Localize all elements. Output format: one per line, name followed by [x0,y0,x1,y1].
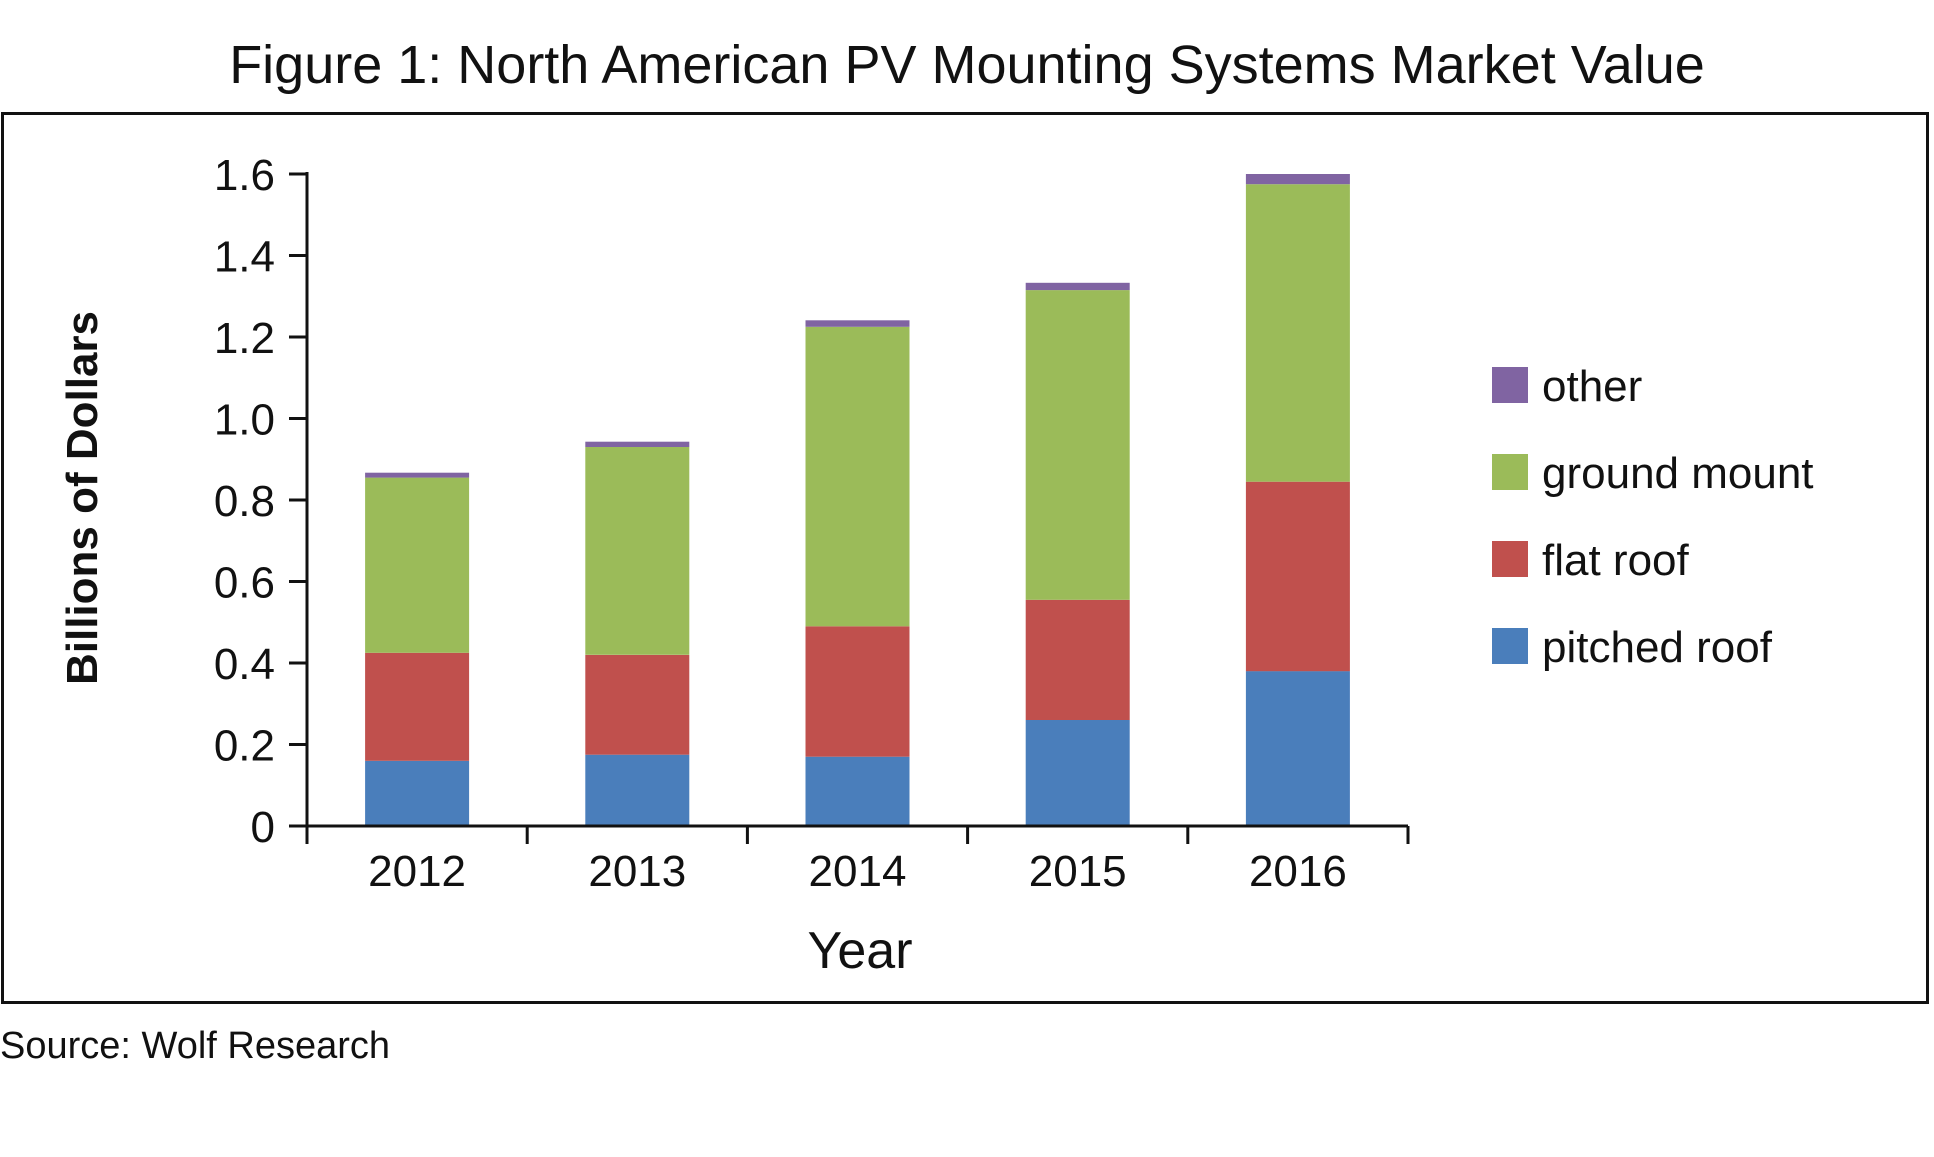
bar-ground-mount-2015 [1025,290,1130,600]
bar-pitched-roof-2015 [1025,720,1130,826]
bar-ground-mount-2014 [805,326,910,627]
bar-pitched-roof-2016 [1245,671,1350,826]
chart-title: Figure 1: North American PV Mounting Sys… [229,35,1705,95]
y-tick-label: 0.4 [214,640,275,689]
bar-pitched-roof-2013 [585,754,690,826]
x-tick-label: 2015 [1029,847,1127,896]
bar-pitched-roof-2014 [805,756,910,826]
axes-group: 2012 2013 2014 2015 2016 0 0.2 0.4 0.6 0.8 1.0 1.2 1… [214,151,1410,896]
bar-flat-roof-2015 [1025,599,1130,720]
source-note: Source: Wolf Research [0,1025,391,1067]
legend-label-flat-roof: flat roof [1542,536,1690,585]
bar-other-2012 [365,472,470,478]
y-tick-label: 1.6 [214,151,275,200]
bar-other-2015 [1025,282,1130,291]
bar-flat-roof-2014 [805,626,910,757]
bar-ground-mount-2012 [365,477,470,653]
bar-ground-mount-2013 [585,447,690,655]
bar-other-2016 [1245,174,1350,185]
legend-group: other ground mount flat roof pitched roof [1492,362,1814,672]
y-tick-label: 0 [251,803,275,852]
bar-pitched-roof-2012 [365,760,470,826]
bar-flat-roof-2016 [1245,481,1350,672]
legend-swatch-other [1492,367,1528,403]
y-tick-label: 0.8 [214,477,275,526]
bar-other-2013 [585,441,690,447]
bar-other-2014 [805,320,910,327]
x-tick-label: 2013 [588,847,686,896]
legend-swatch-pitched-roof [1492,628,1528,664]
x-axis-title: Year [807,922,912,980]
y-tick-label: 0.6 [214,559,275,608]
y-tick-label: 1.4 [214,233,275,282]
bar-flat-roof-2013 [585,654,690,755]
y-axis-title: Billions of Dollars [58,311,107,685]
bar-ground-mount-2016 [1245,184,1350,482]
legend-label-other: other [1542,362,1642,411]
legend-swatch-flat-roof [1492,541,1528,577]
x-tick-label: 2014 [809,847,907,896]
legend-swatch-ground-mount [1492,454,1528,490]
bars-group [365,174,1350,826]
y-tick-label: 1.0 [214,396,275,445]
x-tick-label: 2016 [1249,847,1347,896]
legend-label-ground-mount: ground mount [1542,449,1814,498]
y-tick-label: 1.2 [214,314,275,363]
bar-flat-roof-2012 [365,652,470,761]
y-tick-label: 0.2 [214,722,275,771]
legend-label-pitched-roof: pitched roof [1542,623,1773,672]
x-tick-label: 2012 [368,847,466,896]
chart-frame [1,112,1929,1004]
